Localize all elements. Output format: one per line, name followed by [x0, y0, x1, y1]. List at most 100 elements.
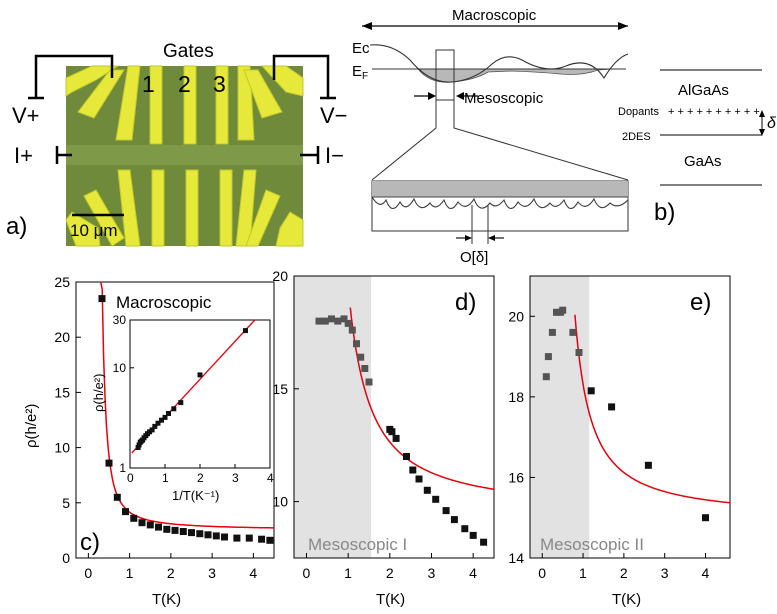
data-point: [575, 349, 583, 356]
gate-number-2: 2: [178, 71, 191, 97]
inset-data-point: [166, 411, 171, 416]
data-point: [155, 523, 162, 531]
ec-label: Ec: [352, 40, 370, 57]
data-point: [258, 535, 266, 543]
chart-c-ylabel: ρ(h/e²): [23, 404, 40, 448]
chart-c-fit-curve: [100, 281, 274, 529]
data-point: [245, 534, 253, 542]
v-plus-wire: [34, 54, 114, 98]
data-point: [321, 317, 329, 325]
inset-x-tick-label: 0: [127, 471, 134, 485]
x-tick-label: 0: [303, 565, 311, 581]
chart-d-frame: [293, 275, 495, 559]
x-tick-label: 3: [208, 565, 216, 581]
x-tick-label: 2: [167, 565, 175, 581]
panel-b: AlGaAs Dopants + + + + + + + + + + 2DES …: [618, 69, 777, 226]
data-point: [548, 328, 556, 336]
x-tick-label: 4: [702, 565, 710, 581]
inset-data-point: [171, 406, 177, 412]
chart-e-shaded-region: [530, 276, 590, 558]
y-tick-label: 0: [62, 550, 70, 566]
x-tick-label: 4: [249, 565, 257, 581]
y-tick-label: 5: [62, 495, 70, 511]
x-tick-label: 4: [469, 565, 477, 581]
channel: [66, 145, 303, 165]
macroscopic-label: Macroscopic: [452, 7, 537, 24]
panel-a-letter: a): [6, 213, 27, 240]
x-tick-label: 0: [538, 565, 546, 581]
data-point: [392, 434, 400, 442]
inset-data-point: [178, 400, 184, 406]
y-tick-label: 25: [54, 274, 70, 290]
y-tick-label: 15: [54, 384, 70, 400]
data-point: [344, 319, 352, 327]
schematic: Macroscopic Ec EF Mesoscopic O[δ]: [352, 7, 629, 266]
inset-data-point: [162, 414, 168, 420]
inset-x-tick-label: 2: [197, 471, 204, 485]
data-point: [644, 461, 652, 469]
data-point: [340, 315, 348, 323]
inset-y-tick-label: 30: [113, 313, 127, 327]
chart-e-region-label: Mesoscopic II: [540, 535, 644, 554]
chart-e-panel-letter: e): [690, 289, 711, 316]
inset-data-point: [155, 420, 161, 426]
y-tick-label: 20: [54, 329, 70, 345]
chart-c-xlabel: T(K): [152, 591, 181, 608]
x-tick-label: 2: [620, 565, 628, 581]
inset-data-point: [197, 372, 203, 378]
data-point: [204, 531, 212, 539]
y-tick-label: 18: [508, 389, 524, 405]
data-point: [608, 403, 616, 411]
data-point: [212, 532, 220, 540]
dopant-layer: + + + + + + + + + +: [668, 106, 760, 118]
data-point: [553, 308, 560, 316]
y-tick-label: 15: [272, 381, 288, 397]
panel-a: 10 μm Gates 1 2 3 V+ V− I+ I− a): [6, 41, 348, 247]
data-point: [179, 528, 187, 535]
gate-number-3: 3: [213, 71, 226, 97]
v-minus-label: V−: [320, 103, 348, 128]
panel-b-letter: b): [654, 199, 675, 226]
v-plus-label: V+: [12, 103, 40, 128]
data-point: [388, 428, 396, 436]
data-point: [163, 525, 171, 533]
x-tick-label: 3: [661, 565, 669, 581]
data-point: [365, 378, 373, 386]
scale-bar-label: 10 μm: [70, 221, 118, 240]
y-tick-label: 16: [508, 469, 524, 485]
mesoscopic-window: [435, 49, 455, 101]
data-point: [442, 507, 450, 515]
i-minus-label: I−: [325, 143, 344, 168]
y-tick-label: 20: [508, 308, 524, 324]
inset-data-point: [159, 417, 164, 423]
chart-d: 0 1 2 3 4 10 15 20 Mesoscopic I T(K) d): [272, 268, 495, 608]
data-point: [196, 530, 204, 538]
inset-frame: [129, 319, 271, 469]
chart-d-shaded-region: [294, 276, 372, 558]
delta-label: δ: [767, 115, 777, 132]
chart-d-region-label: Mesoscopic I: [308, 535, 407, 554]
gold-contacts: [65, 65, 304, 247]
data-point: [432, 495, 440, 503]
data-point: [480, 538, 488, 546]
data-point: [469, 531, 477, 539]
y-tick-label: 14: [508, 550, 524, 566]
data-point: [544, 353, 552, 361]
inset-data-point: [243, 328, 248, 334]
data-point: [461, 525, 469, 533]
inset-data-point: [149, 427, 155, 433]
twodes-label: 2DES: [622, 131, 651, 143]
data-point: [315, 317, 323, 325]
chart-d-fit-curve: [349, 307, 495, 491]
data-point: [146, 521, 154, 529]
x-tick-label: 1: [579, 565, 587, 581]
data-point: [334, 317, 342, 325]
data-point: [403, 453, 410, 460]
inset-x-tick-label: 1: [162, 471, 169, 485]
inset-y-tick-label: 1: [119, 461, 126, 475]
data-point: [122, 508, 129, 516]
gate-number-1: 1: [142, 71, 155, 97]
data-point: [587, 387, 595, 395]
y-tick-label: 10: [272, 494, 288, 510]
